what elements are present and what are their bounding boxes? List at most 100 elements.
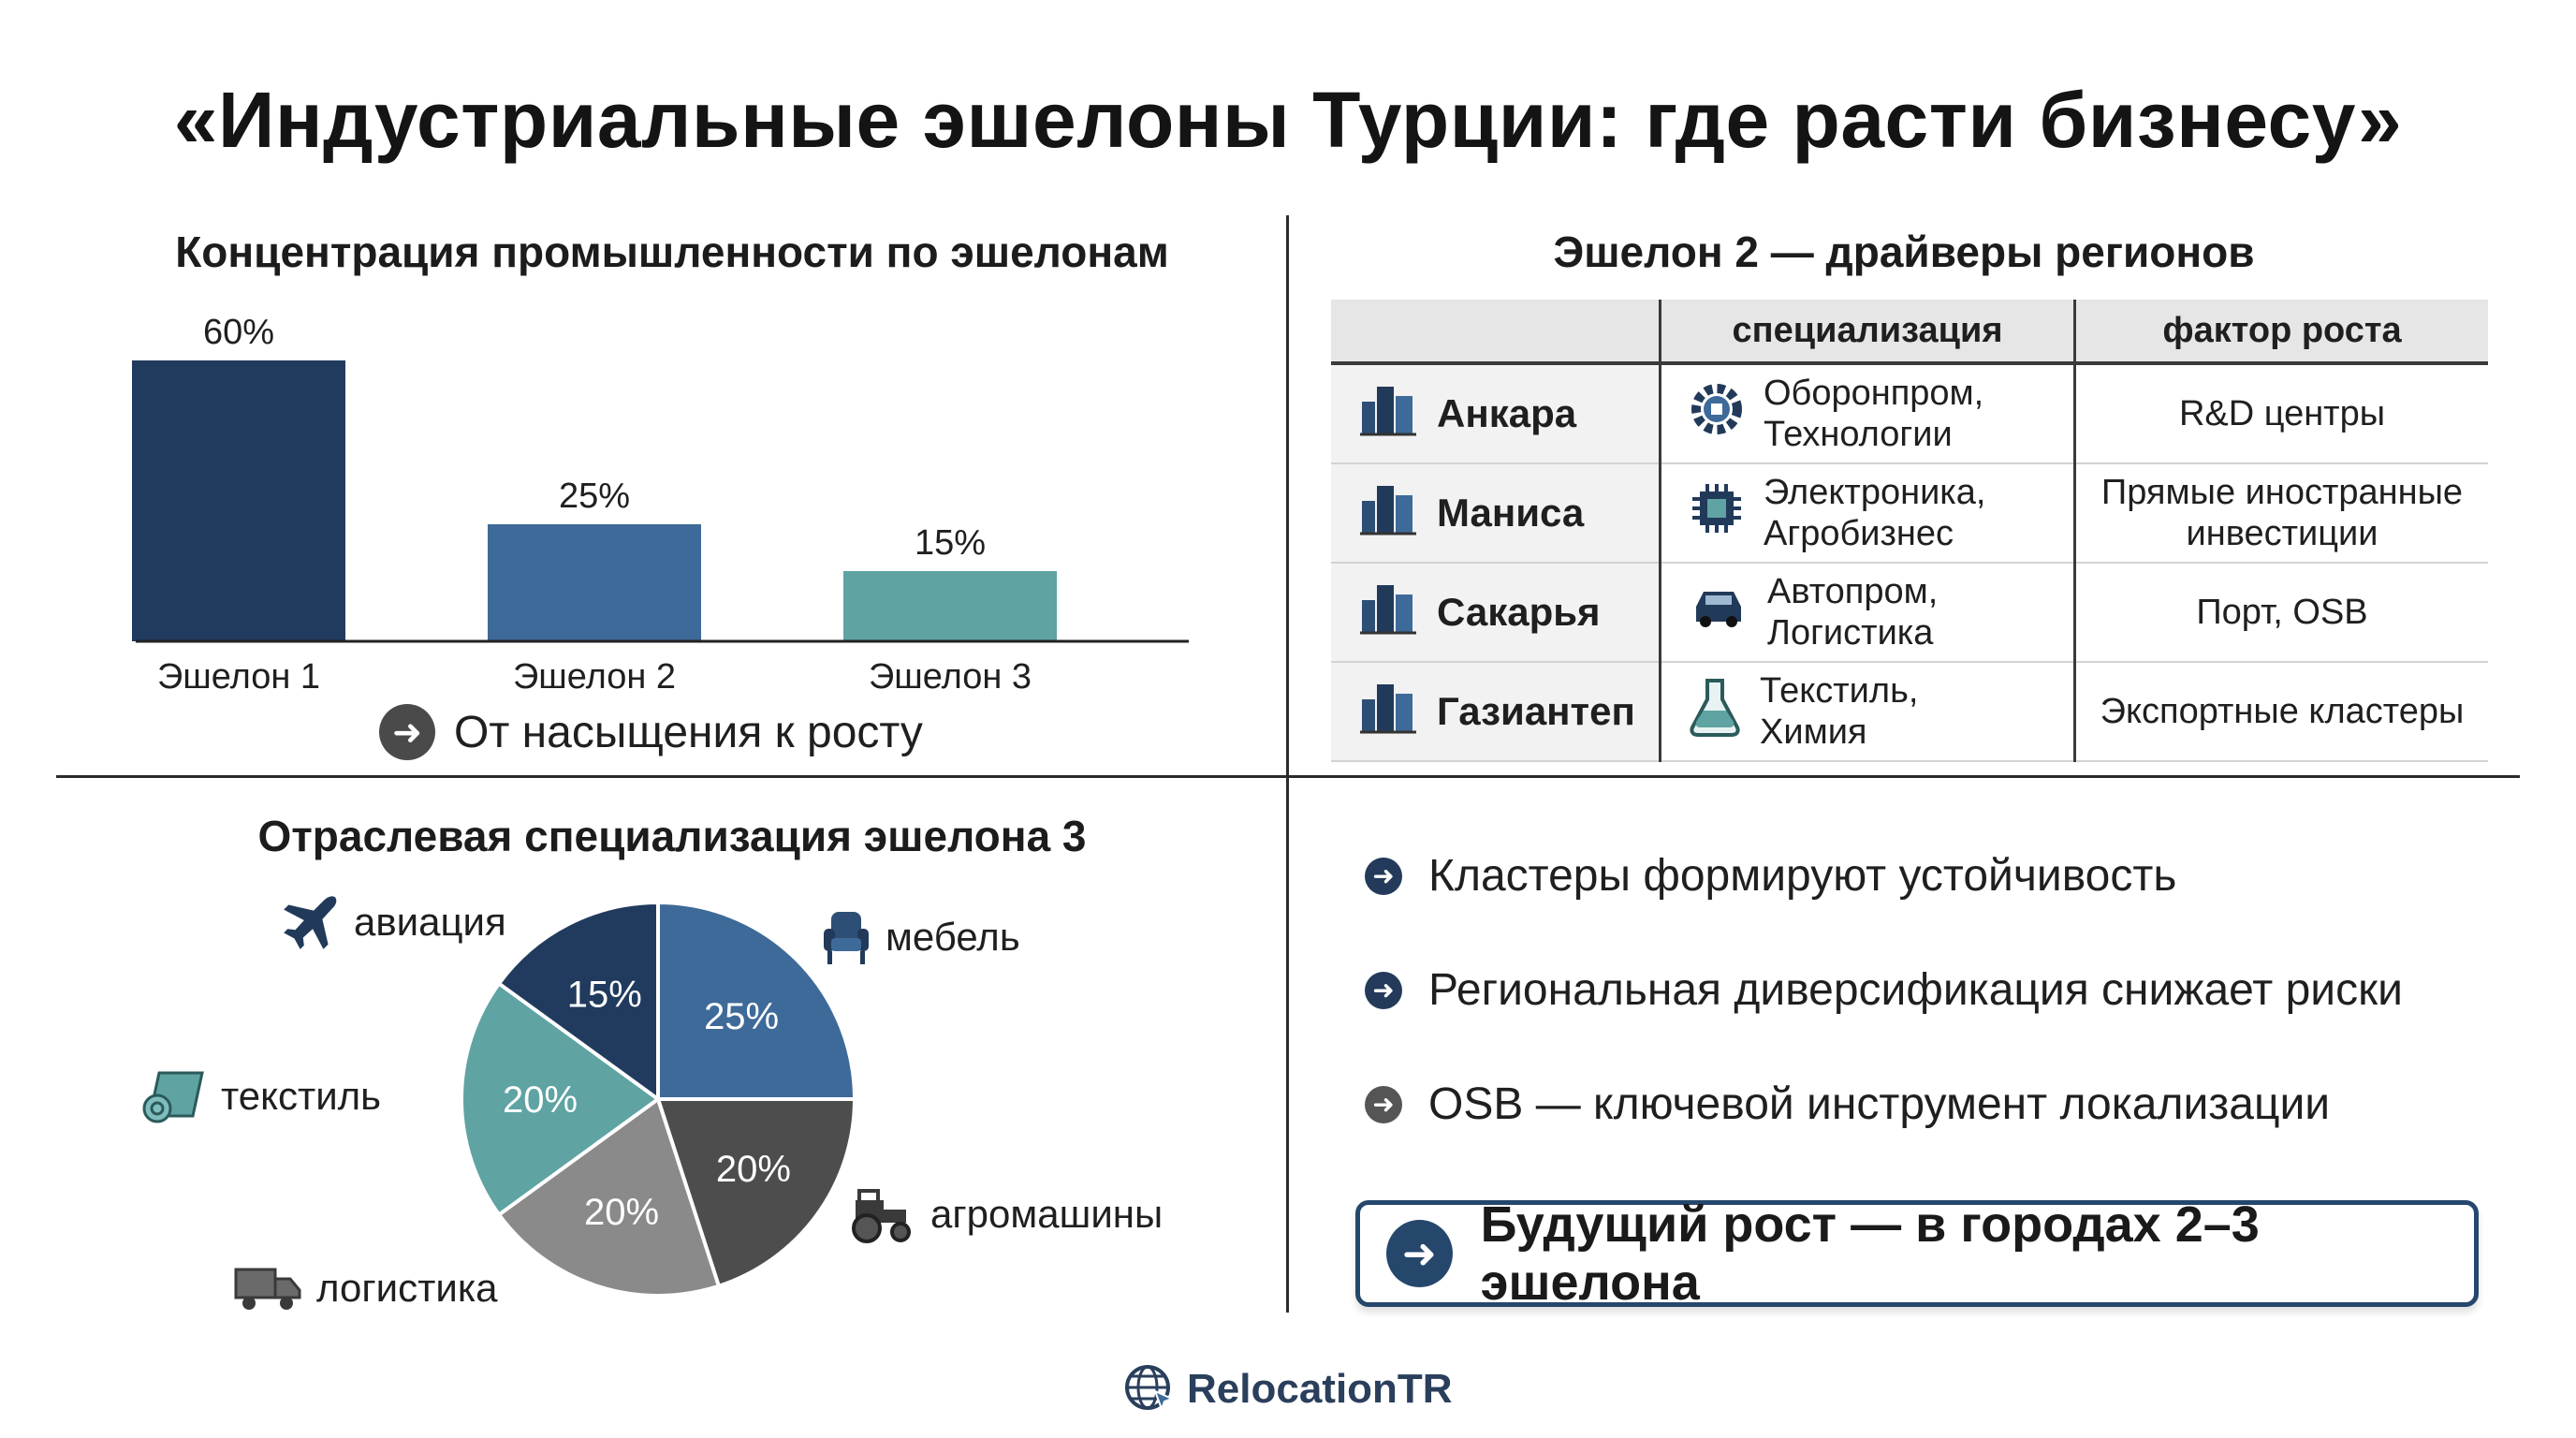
- bar-value-label: 60%: [203, 313, 274, 352]
- table-row: Маниса Электроника, Агробизнес Прямые иност…: [1331, 463, 2488, 564]
- pie-slice: [496, 1095, 722, 1298]
- table-title: Эшелон 2 — драйверы регионов: [1553, 227, 2255, 276]
- car-icon: [1689, 584, 1749, 640]
- airplane-icon: [284, 896, 337, 949]
- x-tick-label: Эшелон 2: [513, 657, 676, 693]
- label-aviation-text: авиация: [354, 900, 506, 944]
- specialization-line: Химия: [1760, 712, 1867, 752]
- flask-icon: [1689, 677, 1741, 746]
- vertical-divider: [1286, 215, 1289, 1313]
- arrow-right-icon: ➜: [1365, 971, 1402, 1009]
- fabric-roll-icon: [142, 1071, 204, 1123]
- pie-chart-title: Отраслевая специализация эшелона 3: [257, 812, 1087, 860]
- bar-value-label: 15%: [915, 523, 986, 563]
- pie-slice-label: 15%: [567, 975, 642, 1016]
- bullet-text-3: OSB — ключевой инструмент локализации: [1428, 1079, 2331, 1129]
- label-agri-machinery: агромашины: [846, 1185, 1163, 1243]
- page-title: «Индустриальные эшелоны Турции: где раст…: [173, 76, 2403, 164]
- city-buildings-icon: [1358, 381, 1418, 447]
- growth-factor-line: R&D центры: [2178, 394, 2386, 433]
- cell-specialization: Электроника, Агробизнес: [1660, 463, 2076, 564]
- label-logistics-text: логистика: [316, 1266, 498, 1310]
- x-tick-label: Эшелон 3: [869, 657, 1032, 693]
- bullet-text-1: Кластеры формируют устойчивость: [1428, 851, 2177, 901]
- brand-name: RelocationTR: [1187, 1366, 1453, 1412]
- city-buildings-icon: [1358, 480, 1418, 546]
- regions-table: специализация фактор роста Анкара Оборонп…: [1331, 300, 2488, 762]
- label-agri-machinery-text: агромашины: [930, 1192, 1164, 1236]
- pie-slice-label: 20%: [503, 1079, 578, 1121]
- city-name: Газиантеп: [1437, 689, 1635, 733]
- cell-growth-factor: Прямые иностранные инвестиции: [2074, 463, 2488, 564]
- bullet-item-1: ➜ Кластеры формируют устойчивость: [1365, 850, 2176, 902]
- pie-slice: [656, 900, 857, 1101]
- cell-growth-factor: Экспортные кластеры: [2074, 662, 2488, 762]
- table-row: Сакарья Автопром, Логистика Порт, OSB: [1331, 563, 2488, 663]
- gear-chip-icon: [1689, 381, 1745, 447]
- horizontal-divider-left: [56, 775, 1288, 778]
- specialization-line: Технологии: [1764, 415, 1953, 454]
- growth-factor-line: Прямые иностранные: [2100, 473, 2464, 512]
- pie-slice-label: 20%: [716, 1149, 791, 1190]
- brand-logo: RelocationTR: [1123, 1363, 1453, 1416]
- bar-chart-title: Концентрация промышленности по эшелонам: [175, 227, 1169, 276]
- growth-factor-line: инвестиции: [2186, 514, 2378, 553]
- table-row: Газиантеп Текстиль, Химия Экспортные класте…: [1331, 662, 2488, 762]
- cell-growth-factor: R&D центры: [2074, 363, 2488, 464]
- bar: [132, 360, 345, 641]
- cell-city: Маниса: [1331, 463, 1661, 564]
- arrow-right-icon: ➜: [1365, 1085, 1402, 1123]
- specialization-line: Текстиль,: [1760, 671, 1919, 711]
- pie-slice-label: 25%: [704, 996, 779, 1037]
- specialization-line: Автопром,: [1767, 572, 1939, 611]
- growth-factor-line: Порт, OSB: [2196, 593, 2368, 632]
- pie-slice-label: 20%: [584, 1192, 659, 1233]
- bullet-text-2: Региональная диверсификация снижает риск…: [1428, 965, 2403, 1015]
- pie-slice: [655, 1097, 857, 1289]
- cell-specialization: Текстиль, Химия: [1660, 662, 2076, 762]
- city-name: Маниса: [1437, 491, 1585, 535]
- cell-city: Анкара: [1331, 363, 1661, 464]
- arrow-right-icon: ➜: [1386, 1220, 1453, 1287]
- x-tick-label: Эшелон 1: [157, 657, 320, 693]
- city-buildings-icon: [1358, 580, 1418, 645]
- city-name: Анкара: [1437, 391, 1577, 435]
- growth-factor-line: Экспортные кластеры: [2100, 692, 2465, 731]
- pie-slice: [460, 980, 662, 1218]
- cell-city: Сакарья: [1331, 563, 1661, 663]
- table-header-row: специализация фактор роста: [1331, 300, 2488, 365]
- bar-chart: 60% Эшелон 1 25% Эшелон 2 15% Эшелон 3: [132, 313, 1189, 693]
- globe-cursor-icon: [1125, 1365, 1175, 1412]
- label-logistics: логистика: [232, 1262, 497, 1314]
- bullet-item-3: ➜ OSB — ключевой инструмент локализации: [1365, 1078, 2330, 1130]
- label-furniture: мебель: [820, 908, 1020, 966]
- label-textile: текстиль: [142, 1067, 381, 1125]
- label-furniture-text: мебель: [886, 915, 1020, 959]
- header-city: [1331, 300, 1661, 365]
- microchip-icon: [1689, 480, 1745, 546]
- header-specialization: специализация: [1660, 300, 2076, 365]
- cell-specialization: Оборонпром, Технологии: [1660, 363, 2076, 464]
- pie-slice: [496, 900, 660, 1103]
- bar: [843, 571, 1057, 641]
- header-growth-factor: фактор роста: [2074, 300, 2488, 365]
- horizontal-divider-right: [1288, 775, 2520, 778]
- cell-specialization: Автопром, Логистика: [1660, 563, 2076, 663]
- tractor-icon: [852, 1189, 911, 1243]
- city-name: Сакарья: [1437, 590, 1601, 634]
- table-row: Анкара Оборонпром, Технологии R&D центры: [1331, 363, 2488, 464]
- truck-icon: [234, 1268, 301, 1310]
- conclusion-text: От насыщения к росту: [454, 707, 923, 757]
- cell-city: Газиантеп: [1331, 662, 1661, 762]
- specialization-line: Электроника,: [1764, 473, 1986, 512]
- specialization-line: Агробизнес: [1764, 514, 1954, 553]
- label-textile-text: текстиль: [221, 1074, 382, 1118]
- bar-value-label: 25%: [559, 477, 630, 516]
- city-buildings-icon: [1358, 679, 1418, 744]
- armchair-icon: [824, 912, 869, 964]
- bar: [488, 524, 701, 641]
- label-aviation: авиация: [279, 891, 506, 953]
- specialization-line: Оборонпром,: [1764, 374, 1984, 413]
- conclusion: ➜ От насыщения к росту: [379, 704, 923, 760]
- pie-chart: 25% 20% 20% 20% 15%: [460, 900, 857, 1298]
